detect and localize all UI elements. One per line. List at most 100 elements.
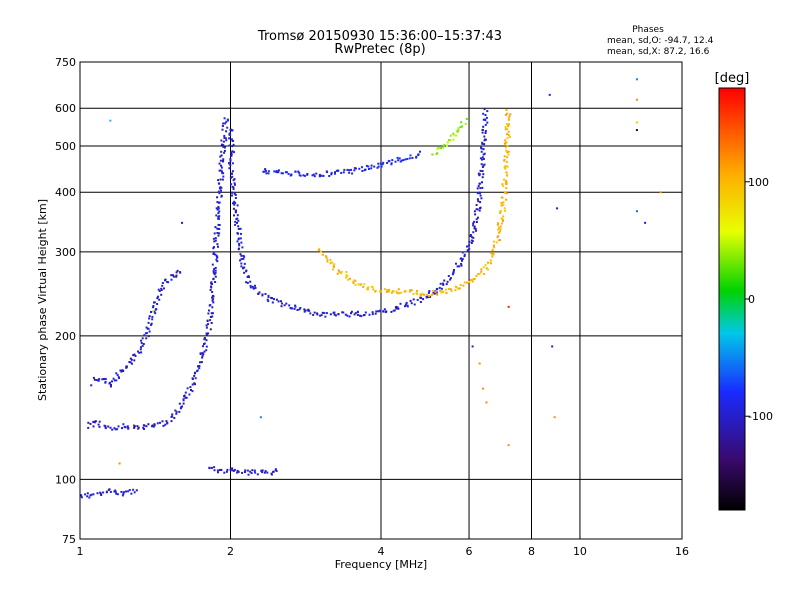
data-point	[232, 140, 235, 142]
data-point	[458, 265, 461, 268]
data-point	[294, 305, 297, 308]
data-point	[208, 309, 210, 312]
x-tick-layer: 1 2 4 6 8 10 16	[77, 545, 690, 558]
data-point	[454, 289, 457, 292]
data-point	[439, 289, 442, 292]
data-point	[156, 422, 159, 425]
data-point	[477, 216, 479, 219]
data-point-outlier	[259, 416, 262, 419]
data-point	[209, 289, 212, 291]
data-point	[135, 489, 138, 492]
colorbar-tick-label: -100	[748, 410, 773, 423]
data-point	[241, 471, 244, 474]
data-point	[466, 281, 469, 284]
data-point	[442, 283, 445, 286]
data-point	[145, 326, 148, 329]
data-point	[375, 310, 378, 313]
data-point	[504, 209, 507, 212]
data-point	[491, 248, 494, 251]
data-point	[234, 220, 237, 223]
data-point	[199, 352, 202, 355]
data-point	[497, 239, 500, 242]
data-point	[190, 389, 192, 391]
data-point	[404, 303, 407, 306]
data-point	[415, 155, 418, 158]
data-point	[264, 293, 267, 295]
data-point	[505, 160, 508, 163]
data-point	[256, 473, 259, 476]
data-point	[312, 173, 315, 176]
data-point	[507, 153, 510, 156]
data-point	[222, 122, 225, 125]
data-point	[222, 160, 225, 163]
data-point	[175, 410, 178, 413]
data-point	[92, 493, 95, 496]
data-point	[191, 377, 194, 380]
colorbar-label: [deg]	[715, 71, 750, 86]
data-point	[334, 172, 336, 175]
data-point	[140, 346, 142, 349]
data-point	[166, 281, 169, 283]
stats-line-o: mean, sd,O: -94.7, 12.4	[607, 36, 714, 46]
data-point	[502, 203, 505, 206]
data-point	[481, 129, 484, 131]
data-point	[444, 288, 447, 291]
data-point	[164, 278, 167, 281]
data-point	[239, 253, 242, 256]
data-point	[325, 170, 328, 173]
data-point	[396, 306, 399, 309]
data-point	[226, 126, 229, 129]
data-point	[484, 138, 487, 141]
data-point	[499, 211, 501, 214]
data-point	[481, 131, 484, 134]
data-point	[321, 311, 324, 314]
data-point	[240, 254, 243, 257]
data-point	[416, 289, 418, 292]
data-point	[413, 303, 416, 306]
data-point	[453, 269, 455, 271]
data-point	[416, 298, 419, 301]
data-point	[233, 214, 235, 217]
data-point	[240, 241, 243, 244]
data-point	[160, 288, 163, 291]
data-point	[218, 169, 221, 172]
data-point	[348, 315, 351, 318]
data-point	[107, 425, 110, 428]
data-point	[495, 241, 498, 244]
data-point	[171, 413, 174, 416]
data-point	[482, 153, 485, 156]
data-point	[412, 293, 415, 295]
data-point	[272, 470, 275, 473]
data-point	[133, 426, 136, 429]
data-point	[116, 428, 119, 431]
data-point	[236, 471, 239, 474]
data-point	[121, 494, 124, 497]
data-point	[501, 183, 504, 186]
data-point	[211, 263, 214, 266]
data-point	[270, 296, 273, 299]
data-point	[452, 132, 455, 135]
data-point	[154, 312, 157, 315]
data-point	[228, 132, 231, 135]
data-point	[498, 231, 501, 234]
data-point	[229, 134, 232, 136]
data-point	[484, 132, 487, 134]
data-point	[254, 287, 257, 289]
data-point	[189, 386, 192, 389]
data-point	[483, 143, 486, 146]
data-point	[492, 244, 495, 247]
data-point	[362, 285, 365, 288]
data-point	[434, 291, 437, 293]
data-point	[239, 227, 242, 230]
data-point	[354, 312, 357, 315]
data-point	[492, 240, 495, 243]
data-point	[137, 427, 140, 430]
data-point	[483, 273, 486, 275]
data-point	[237, 225, 240, 228]
data-point-outlier	[635, 121, 638, 124]
data-point	[178, 410, 181, 413]
data-point	[241, 246, 244, 249]
data-point	[280, 300, 282, 303]
data-point	[357, 283, 360, 286]
data-point	[477, 172, 480, 175]
